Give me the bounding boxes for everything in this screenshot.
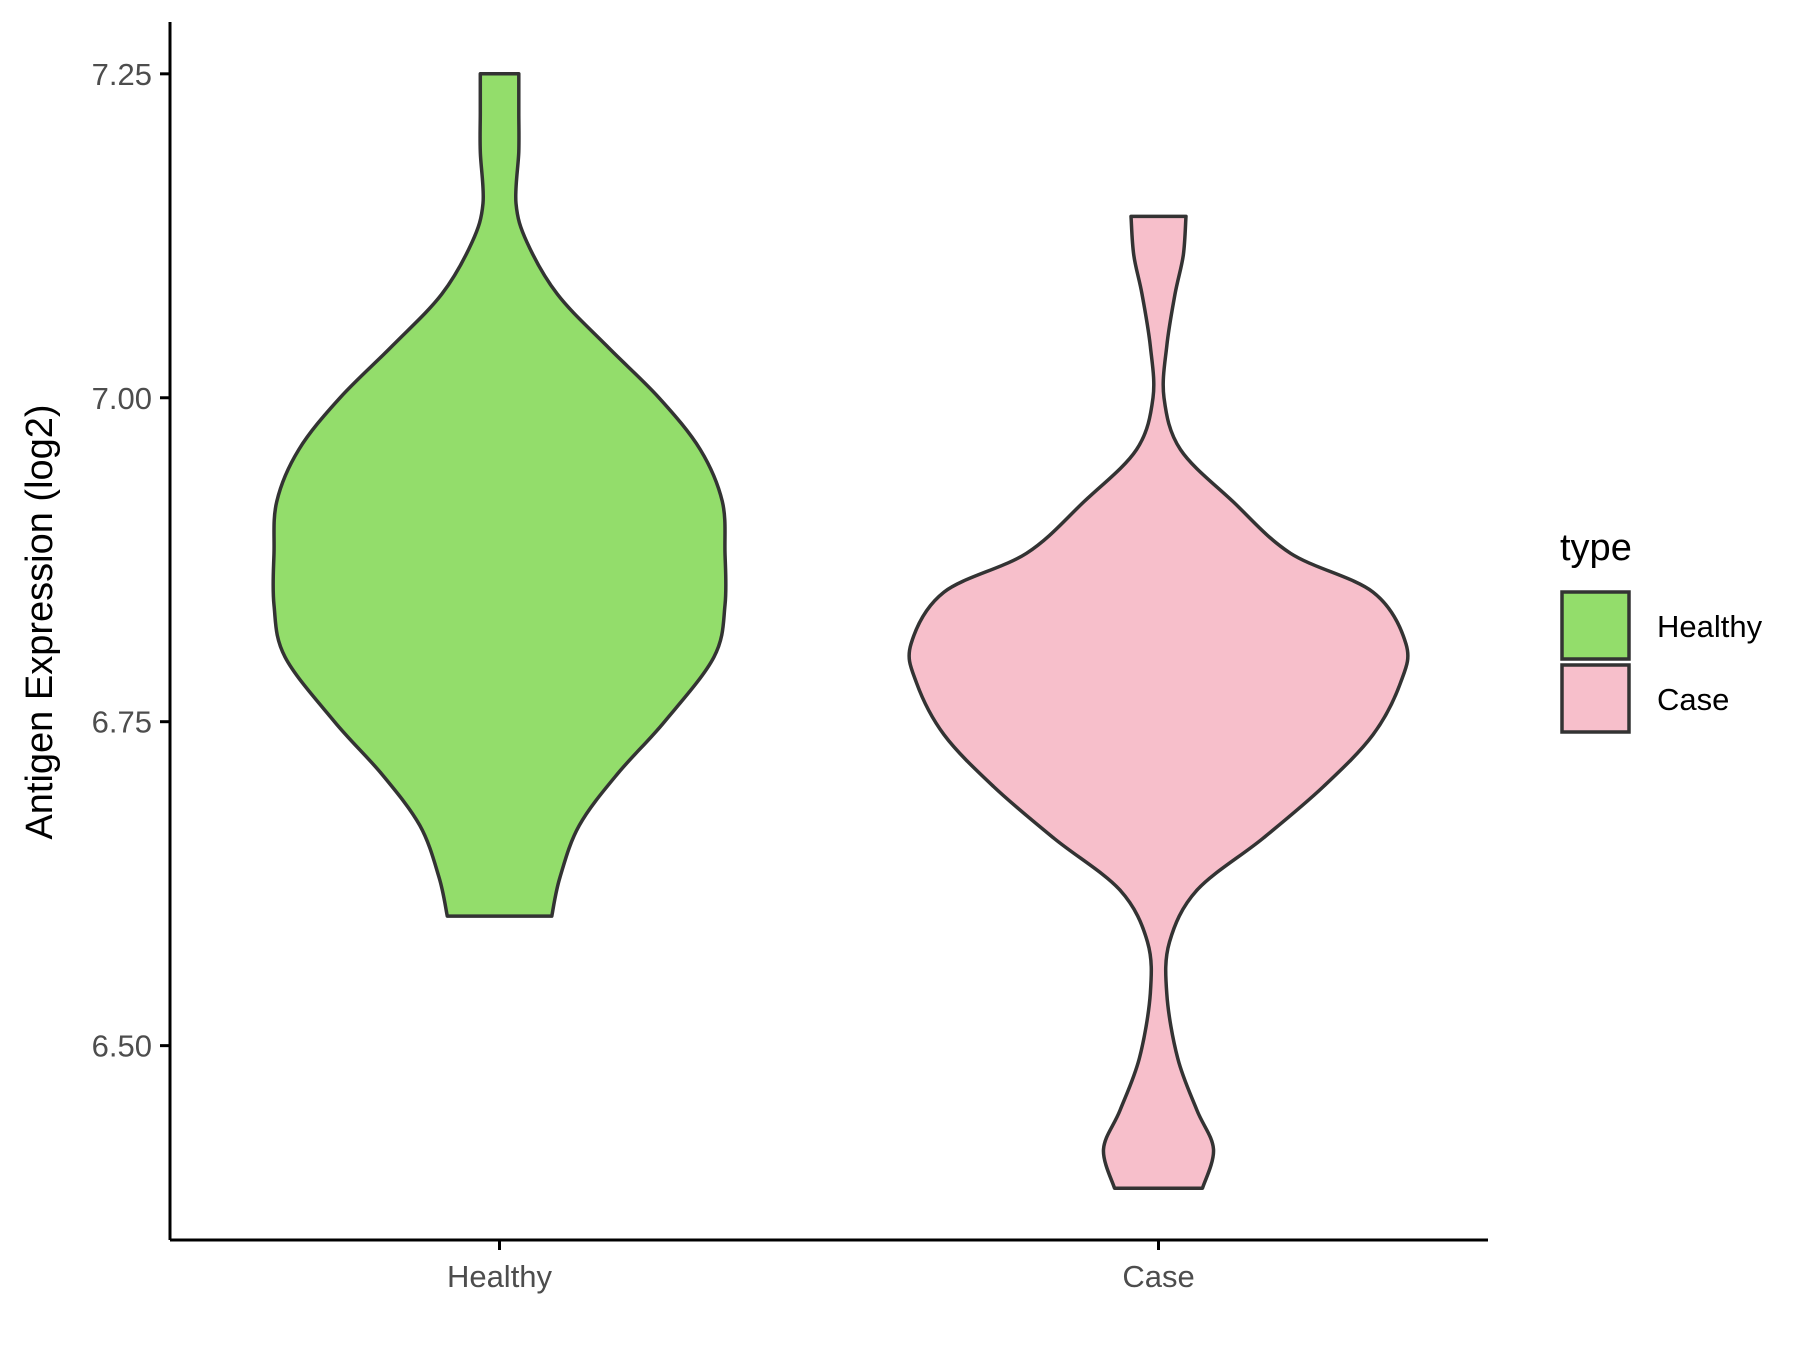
violins-layer xyxy=(271,72,1410,1190)
legend-label: Case xyxy=(1657,682,1729,717)
legend: type Healthy Case xyxy=(1560,527,1763,734)
violin-healthy xyxy=(271,72,728,918)
x-tick-label: Healthy xyxy=(447,1259,553,1294)
y-tick-label: 6.75 xyxy=(92,705,152,740)
y-tick-label: 7.00 xyxy=(92,381,152,416)
y-axis-title: Antigen Expression (log2) xyxy=(19,404,61,839)
y-tick-label: 7.25 xyxy=(92,57,152,92)
x-axis-ticks: Healthy Case xyxy=(447,1240,1195,1294)
legend-key-healthy xyxy=(1560,590,1631,661)
y-tick-label: 6.50 xyxy=(92,1029,152,1064)
legend-key-case xyxy=(1560,663,1631,734)
x-tick-label: Case xyxy=(1122,1259,1194,1294)
legend-label: Healthy xyxy=(1657,609,1763,644)
legend-title: type xyxy=(1560,527,1632,569)
violin-case xyxy=(907,214,1410,1190)
y-axis-ticks: 6.50 6.75 7.00 7.25 xyxy=(92,57,170,1064)
